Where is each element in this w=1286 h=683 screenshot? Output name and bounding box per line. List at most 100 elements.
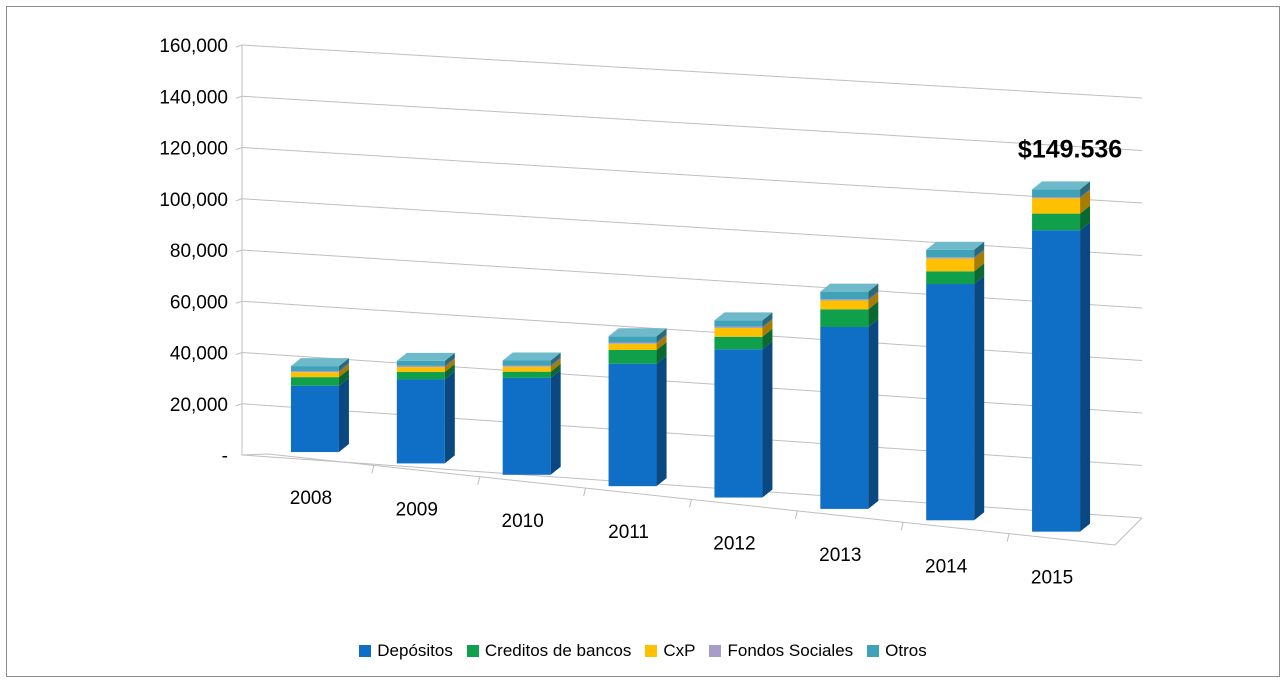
bar-segment-side [1080,222,1091,532]
bar-segment [290,370,339,373]
bar-segment [502,371,551,378]
bar-segment [926,271,975,285]
gridline [241,249,1143,309]
x-tick-mark [794,510,798,519]
bar-segment-side [656,335,667,351]
bar-segment-side [656,342,667,364]
y-tick-label: 100,000 [159,190,228,211]
bar-segment-top [926,241,985,250]
bar-segment [926,257,975,259]
bar-segment [820,327,869,509]
bar-segment-side [1080,189,1091,199]
y-tick-mark [235,352,243,355]
bar-segment-side [338,369,349,386]
legend-item: Otros [867,641,927,661]
bar-stack [290,358,349,453]
x-tick-label: 2010 [502,511,544,532]
bar-segment [502,365,551,367]
bar-segment-side [550,358,561,372]
bar-segment [1032,197,1081,199]
bar-segment-side [550,363,561,378]
y-tick-label: 20,000 [170,395,228,416]
bar-segment-side [762,319,773,337]
bar-segment [396,360,445,366]
x-tick-label: 2008 [290,488,332,509]
x-tick-mark [371,465,375,474]
y-tick-label: 60,000 [170,292,228,313]
gridline [241,95,1143,151]
y-tick-label: - [222,446,228,467]
bar-segment [714,320,763,327]
bar-stack [820,283,879,509]
bar-segment-side [1080,181,1091,198]
bar-segment-top [714,312,773,321]
x-tick-label: 2009 [396,499,438,520]
bar-segment [608,350,657,364]
bar-stack [926,241,985,521]
bar-segment-side [974,249,985,259]
bar-segment [608,363,657,487]
y-tick-mark [235,44,243,48]
x-tick-mark [477,476,481,485]
gridline [241,44,1143,99]
x-tick-label: 2015 [1031,568,1073,589]
bar-segment [396,367,445,373]
legend-item: CxP [645,641,695,661]
bar-stack [502,352,561,475]
bar-segment-top [820,283,879,292]
bar-segment-side [656,355,667,487]
legend-label: CxP [663,641,696,660]
bar-segment-top [1032,181,1091,190]
legend-swatch [645,645,658,657]
bar-segment [926,258,975,272]
bar-segment-side [868,283,879,300]
bar-stack [714,312,773,498]
x-tick-label: 2013 [819,545,861,566]
bar-segment-side [762,318,773,328]
bar-segment [1032,230,1081,532]
y-tick-mark [235,95,243,99]
bar-segment [820,291,869,300]
bar-segment-side [868,292,879,310]
legend-item: Depósitos [359,641,453,661]
legend-swatch [709,645,722,657]
x-tick-mark [689,499,692,508]
y-tick-label: 80,000 [170,241,228,262]
bar-segment-side [338,377,349,453]
bar-segment-top [290,358,349,367]
gridline [241,352,1143,414]
y-tick-mark [235,147,243,150]
bar-segment [396,372,445,380]
bar-segment [820,299,869,301]
y-tick-mark [235,198,243,202]
bar-segment [396,365,445,368]
bar-segment-side [338,358,349,371]
bar-segment-side [550,357,561,367]
bar-segment [714,336,763,350]
bar-segment [608,336,657,343]
legend-item: Fondos Sociales [709,641,853,661]
bar-segment-side [656,328,667,343]
bar-segment [1032,198,1081,214]
bar-segment-side [338,364,349,378]
bar-segment-top [396,352,455,361]
gridline [241,198,1143,256]
bar-segment [396,379,445,464]
bar-segment-top [608,328,667,337]
y-tick-mark [235,403,243,407]
floor-back-edge [241,454,1143,519]
y-tick-mark [235,249,243,253]
gridline [241,300,1143,361]
legend-swatch [867,645,880,657]
bar-segment-side [868,301,879,328]
bar-segment-side [550,369,561,475]
legend-label: Otros [885,641,927,660]
legend-label: Fondos Sociales [727,641,854,660]
bar-stack [1032,181,1091,532]
y-tick-label: 120,000 [159,139,228,160]
legend-swatch [359,645,372,657]
bar-segment [714,327,763,337]
bar-segment [290,372,339,378]
chart-legend: Depósitos Creditos de bancos CxP Fondos Soc… [0,641,1286,661]
legend-label: Depósitos [377,641,453,660]
